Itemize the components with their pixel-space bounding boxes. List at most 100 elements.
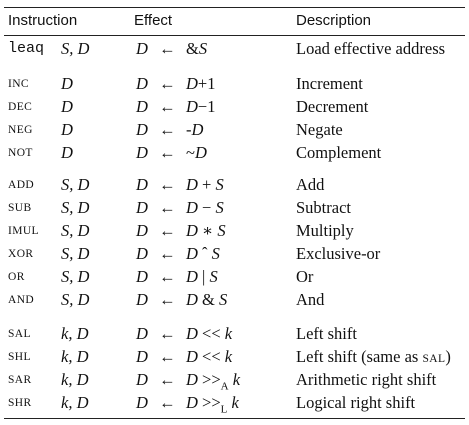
operands: S, D: [61, 244, 90, 263]
effect-expression: D+1: [186, 74, 216, 93]
table-row: leaq S, D D ← &S Load effective address: [4, 38, 465, 60]
table-row: SHL k, D D ← D << k Left shift (same as SAL): [4, 346, 465, 368]
table-row: DEC D D ← D−1 Decrement: [4, 96, 465, 118]
description: Increment: [296, 74, 363, 93]
instruction-name: SAR: [8, 374, 32, 386]
assign-arrow-icon: ←: [159, 370, 176, 389]
table-row: NOT D D ← ~D Complement: [4, 142, 465, 164]
effect-destination: D: [136, 324, 148, 343]
effect-expression: D + S: [186, 175, 224, 194]
operands: k, D: [61, 324, 89, 343]
operands: S, D: [61, 290, 90, 309]
header-instruction: Instruction: [8, 12, 78, 29]
description: Left shift (same as SAL): [296, 347, 451, 366]
instruction-name: SUB: [8, 202, 32, 214]
description: Arithmetic right shift: [296, 370, 437, 389]
description: Left shift: [296, 324, 357, 343]
assign-arrow-icon: ←: [159, 198, 176, 217]
instruction-name: ADD: [8, 179, 35, 191]
description: Exclusive-or: [296, 244, 381, 263]
effect-destination: D: [136, 39, 148, 58]
description: Logical right shift: [296, 393, 416, 412]
instruction-name: INC: [8, 78, 30, 90]
assign-arrow-icon: ←: [159, 97, 176, 116]
operands: S, D: [61, 39, 90, 58]
table-row: IMUL S, D D ← D ∗ S Multiply: [4, 220, 465, 242]
effect-expression: &S: [186, 39, 208, 58]
operands: S, D: [61, 175, 90, 194]
table-row: ADD S, D D ← D + S Add: [4, 174, 465, 196]
instruction-name: NEG: [8, 124, 33, 136]
instruction-name: SAL: [8, 328, 31, 340]
effect-destination: D: [136, 267, 148, 286]
description: Load effective address: [296, 39, 446, 58]
top-rule: [4, 7, 465, 8]
effect-expression: D >>L k: [186, 393, 239, 416]
operands: S, D: [61, 267, 90, 286]
assign-arrow-icon: ←: [159, 267, 176, 286]
assign-arrow-icon: ←: [159, 324, 176, 343]
effect-destination: D: [136, 290, 148, 309]
description: Decrement: [296, 97, 369, 116]
effect-expression: D & S: [186, 290, 228, 309]
instruction-name: SHL: [8, 351, 31, 363]
description: Add: [296, 175, 325, 194]
effect-expression: D ∗ S: [186, 221, 226, 240]
operands: D: [61, 97, 73, 116]
assign-arrow-icon: ←: [159, 39, 176, 58]
instruction-name: AND: [8, 294, 35, 306]
instruction-name: XOR: [8, 248, 34, 260]
effect-destination: D: [136, 198, 148, 217]
effect-destination: D: [136, 175, 148, 194]
operands: S, D: [61, 198, 90, 217]
operands: S, D: [61, 221, 90, 240]
table-row: XOR S, D D ← D ˆ S Exclusive-or: [4, 243, 465, 265]
description: Or: [296, 267, 314, 286]
effect-expression: D−1: [186, 97, 216, 116]
effect-expression: D ˆ S: [186, 244, 220, 263]
effect-expression: D >>A k: [186, 370, 241, 393]
bottom-rule: [4, 418, 465, 419]
description: And: [296, 290, 325, 309]
instruction-name: OR: [8, 271, 25, 283]
effect-destination: D: [136, 370, 148, 389]
effect-expression: -D: [186, 120, 204, 139]
operands: k, D: [61, 347, 89, 366]
instruction-name: DEC: [8, 101, 33, 113]
header-row: Instruction Effect Description: [4, 10, 465, 32]
instruction-name: IMUL: [8, 225, 39, 237]
table-row: SAL k, D D ← D << k Left shift: [4, 323, 465, 345]
instruction-name: SHR: [8, 397, 32, 409]
effect-destination: D: [136, 244, 148, 263]
assign-arrow-icon: ←: [159, 221, 176, 240]
table-row: SHR k, D D ← D >>L k Logical right shift: [4, 392, 465, 415]
effect-destination: D: [136, 347, 148, 366]
operands: k, D: [61, 370, 89, 389]
effect-destination: D: [136, 74, 148, 93]
effect-destination: D: [136, 97, 148, 116]
assign-arrow-icon: ←: [159, 120, 176, 139]
table-row: OR S, D D ← D | S Or: [4, 266, 465, 288]
effect-expression: D << k: [186, 347, 233, 366]
effect-destination: D: [136, 143, 148, 162]
assign-arrow-icon: ←: [159, 74, 176, 93]
header-rule: [4, 35, 465, 36]
assign-arrow-icon: ←: [159, 143, 176, 162]
effect-expression: D | S: [186, 267, 218, 286]
assign-arrow-icon: ←: [159, 347, 176, 366]
effect-expression: D − S: [186, 198, 224, 217]
operands: D: [61, 120, 73, 139]
description: Subtract: [296, 198, 351, 217]
assign-arrow-icon: ←: [159, 244, 176, 263]
table-row: NEG D D ← -D Negate: [4, 119, 465, 141]
table-row: INC D D ← D+1 Increment: [4, 73, 465, 95]
description: Multiply: [296, 221, 354, 240]
description: Complement: [296, 143, 382, 162]
assign-arrow-icon: ←: [159, 290, 176, 309]
operands: D: [61, 143, 73, 162]
table-row: SAR k, D D ← D >>A k Arithmetic right shift: [4, 369, 465, 392]
assign-arrow-icon: ←: [159, 393, 176, 412]
instruction-name: NOT: [8, 147, 33, 159]
operands: k, D: [61, 393, 89, 412]
header-effect: Effect: [134, 12, 173, 29]
